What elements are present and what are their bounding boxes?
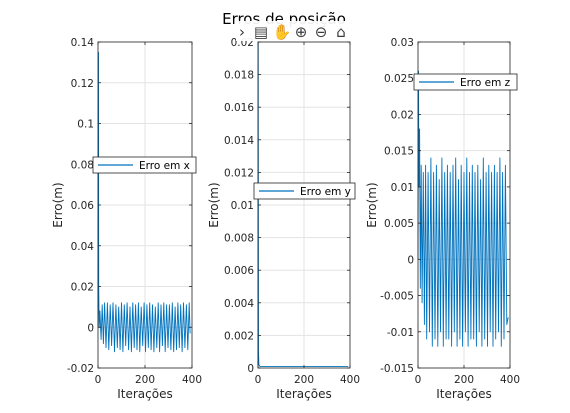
- x-axis-label: Iterações: [276, 387, 332, 401]
- axes-toolbar: › ▤ ✋ ⊕ ⊖ ⌂: [236, 21, 352, 41]
- y-tick-label: -0.01: [387, 327, 414, 339]
- legend[interactable]: Erro em z: [413, 73, 518, 91]
- legend-box: [253, 182, 356, 200]
- legend-label: Erro em z: [460, 77, 511, 89]
- x-axis-label: Iterações: [436, 387, 492, 401]
- y-tick-label: 0.004: [224, 298, 254, 310]
- home-icon[interactable]: ⌂: [336, 23, 346, 41]
- x-tick-label: 400: [182, 374, 202, 386]
- legend-box: [92, 156, 197, 174]
- y-tick-label: 0.02: [71, 282, 94, 294]
- series-line: [257, 41, 349, 369]
- y-tick-label: 0.025: [384, 73, 414, 85]
- y-tick-label: 0.06: [71, 200, 95, 212]
- x-tick-label: 400: [340, 374, 360, 386]
- y-axis-label: Erro(m): [365, 182, 379, 227]
- y-axis-label: Erro(m): [207, 182, 221, 227]
- y-tick-label: 0.14: [71, 37, 95, 49]
- x-tick-label: 0: [255, 374, 262, 386]
- y-tick-label: 0.1: [77, 119, 94, 131]
- x-tick-label: 200: [454, 374, 474, 386]
- y-tick-label: 0.04: [71, 241, 95, 253]
- y-tick-label: 0.005: [384, 218, 414, 230]
- zoom-out-icon[interactable]: ⊖: [315, 23, 328, 41]
- x-tick-label: 400: [500, 374, 520, 386]
- legend[interactable]: Erro em x: [92, 156, 197, 174]
- chevron-right-icon[interactable]: ›: [239, 23, 245, 41]
- x-tick-label: 200: [294, 374, 314, 386]
- y-tick-label: 0.012: [224, 167, 254, 179]
- y-tick-label: 0: [407, 254, 414, 266]
- y-tick-label: 0.01: [391, 182, 414, 194]
- legend-label: Erro em x: [139, 160, 190, 172]
- subplot-3: -0.015 -0.01 -0.005 0 0.005 0.01 0.015 0.02 0.02…: [365, 37, 520, 401]
- legend-label: Erro em y: [300, 186, 351, 198]
- zoom-in-icon[interactable]: ⊕: [295, 23, 308, 41]
- y-tick-label: 0.08: [71, 159, 94, 171]
- y-tick-label: -0.02: [67, 363, 94, 375]
- y-tick-label: 0.01: [231, 200, 254, 212]
- series-line: [97, 51, 191, 353]
- y-tick-label: -0.015: [380, 363, 414, 375]
- y-tick-label: 0: [87, 322, 94, 334]
- y-tick-label: 0.016: [224, 102, 254, 114]
- y-tick-label: -0.005: [380, 291, 414, 303]
- x-tick-label: 0: [415, 374, 422, 386]
- y-tick-label: 0.015: [384, 146, 414, 158]
- toolbar-items: › ▤ ✋ ⊕ ⊖ ⌂: [239, 23, 346, 41]
- pan-hand-icon[interactable]: ✋: [273, 23, 292, 41]
- y-tick-label: 0.018: [224, 70, 254, 82]
- y-tick-label: 0.006: [224, 265, 254, 277]
- series-line: [417, 70, 509, 347]
- y-tick-label: 0.002: [224, 330, 254, 342]
- y-tick-label: 0.12: [71, 78, 94, 90]
- x-tick-label: 0: [95, 374, 102, 386]
- legend-box: [413, 73, 518, 91]
- legend[interactable]: Erro em y: [253, 182, 356, 200]
- y-tick-label: 0.03: [391, 37, 414, 49]
- y-axis-label: Erro(m): [51, 182, 65, 227]
- y-tick-label: 0.008: [224, 233, 254, 245]
- y-tick-label: 0.014: [224, 135, 254, 147]
- data-tip-icon[interactable]: ▤: [254, 23, 268, 41]
- x-tick-label: 200: [135, 374, 155, 386]
- toolbar-background: [236, 21, 352, 41]
- y-tick-label: 0: [247, 363, 254, 375]
- y-tick-label: 0.02: [391, 109, 414, 121]
- subplot-2: 0 0.002 0.004 0.006 0.008 0.01 0.012 0.014 0.016…: [207, 37, 360, 401]
- x-axis-label: Iterações: [117, 387, 173, 401]
